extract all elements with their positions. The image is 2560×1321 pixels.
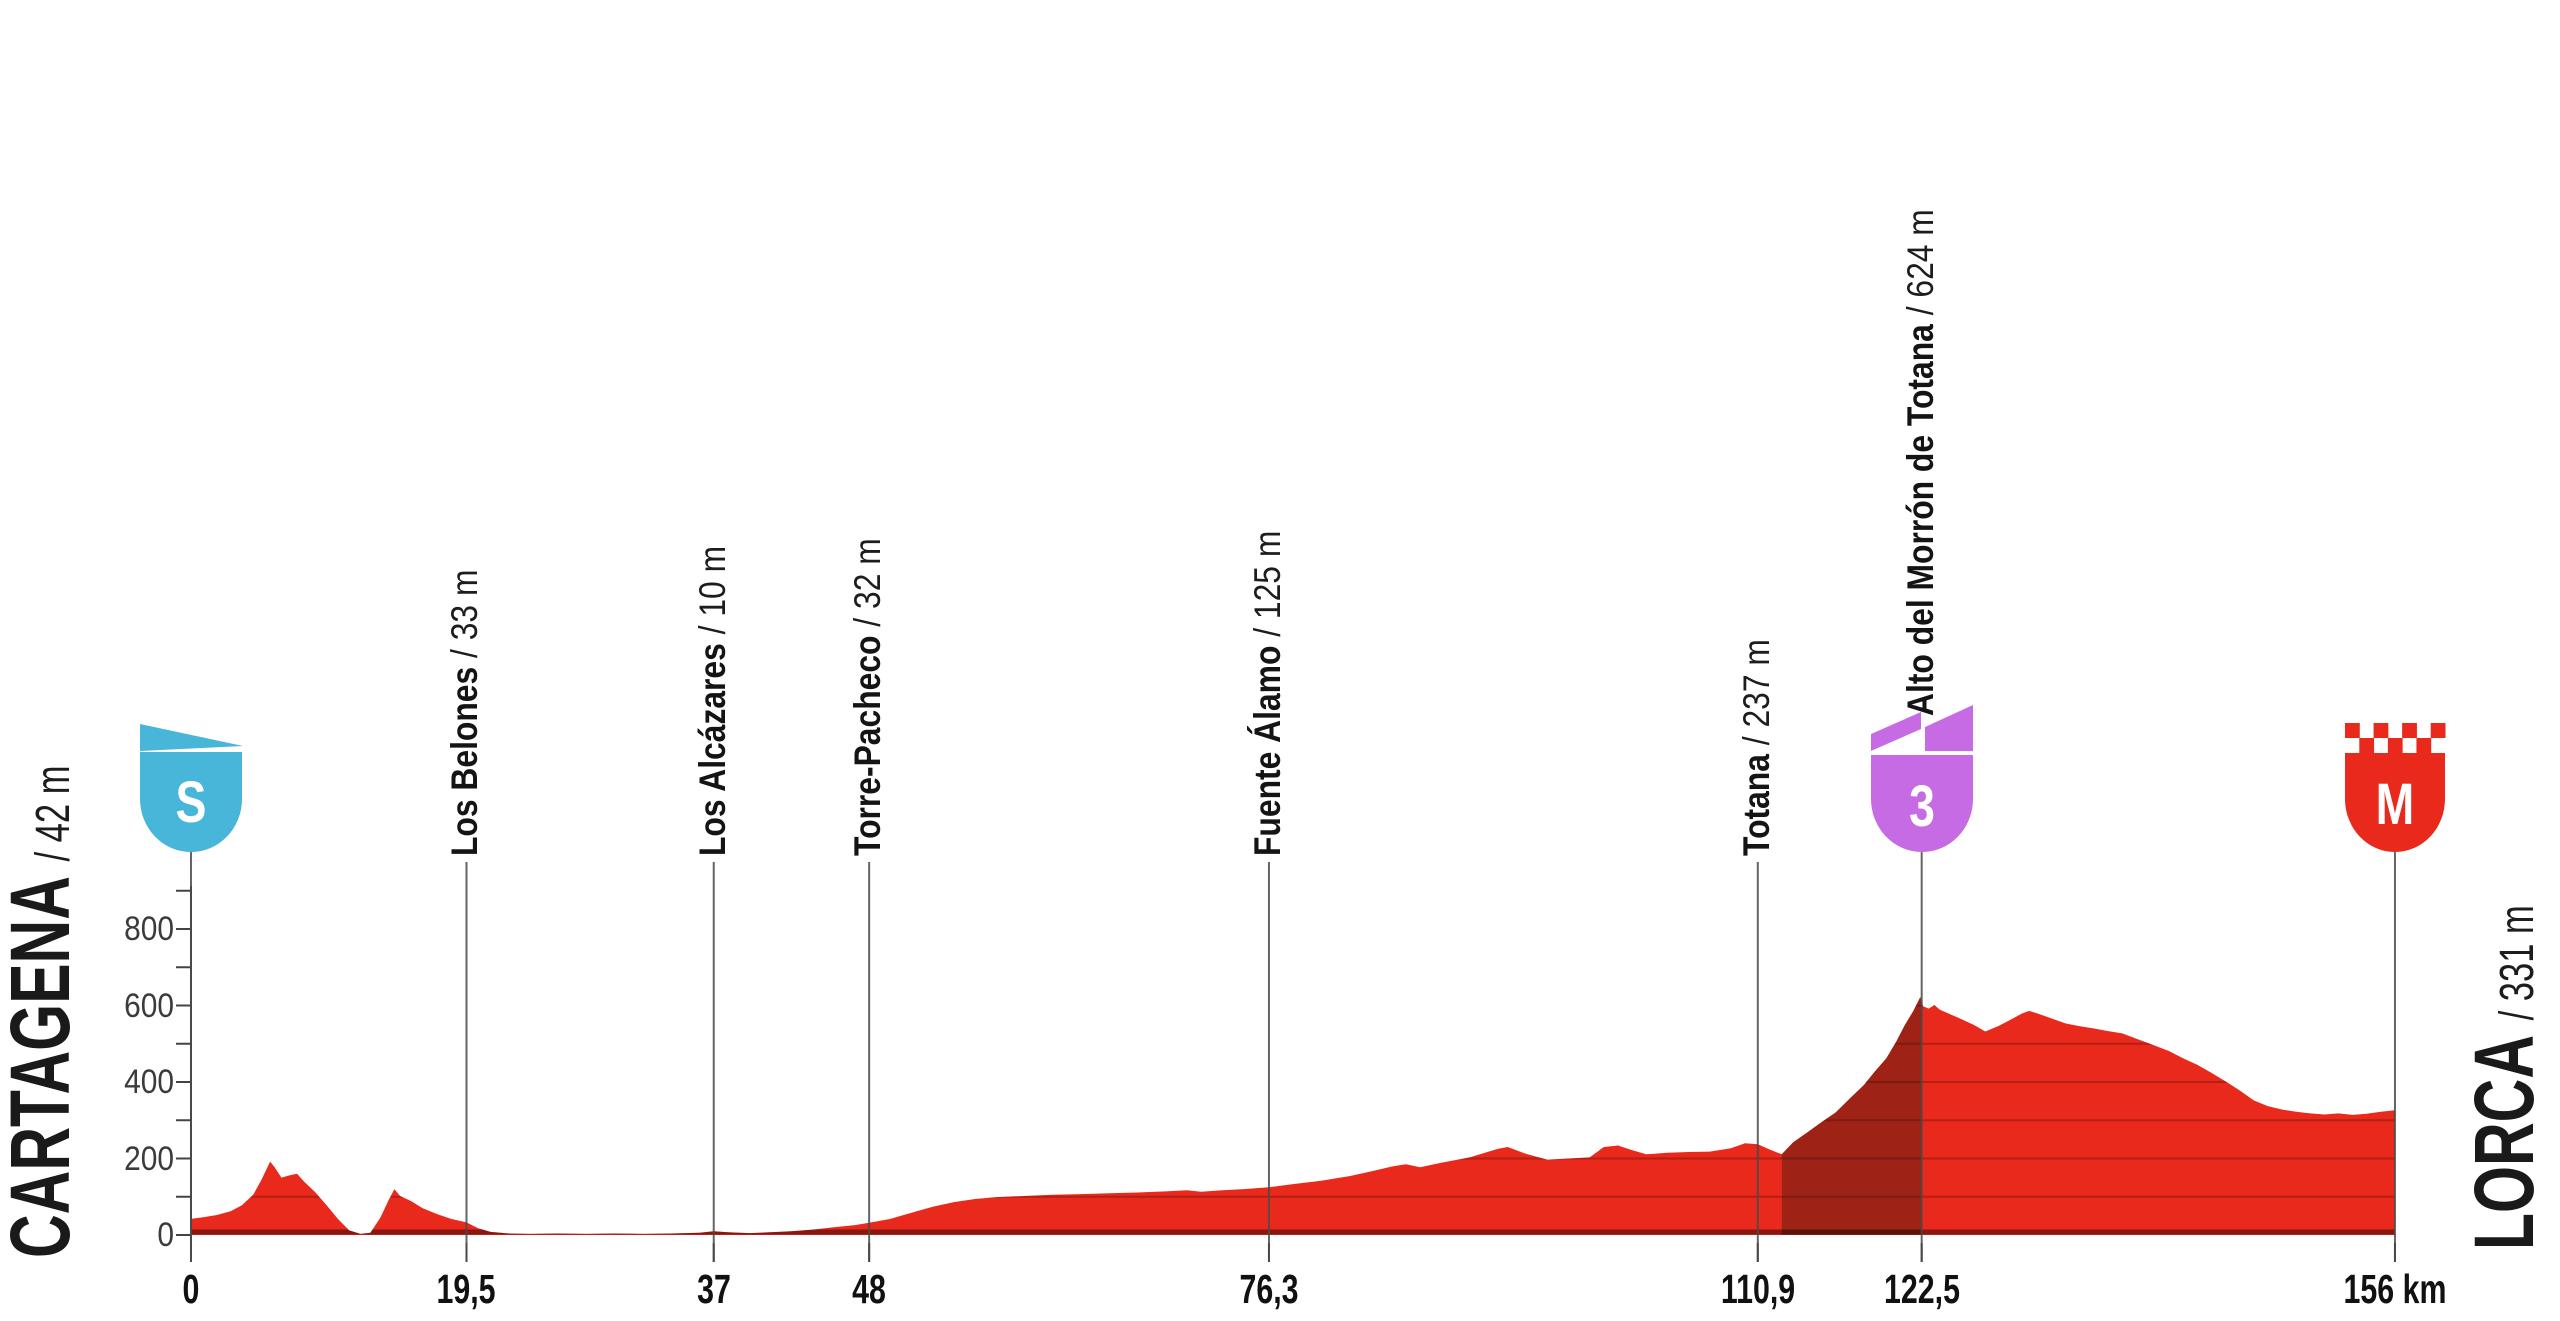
waypoint-altitude: / 10 m [691, 545, 733, 644]
waypoint-altitude: / 237 m [1735, 639, 1777, 755]
start-shield-icon [140, 752, 242, 852]
waypoint-label-5: Alto del Morrón de Totana / 624 m [1899, 209, 1943, 716]
waypoint-name: Alto del Morrón de Totana [1899, 324, 1941, 716]
cat3-badge [1871, 705, 1973, 852]
waypoint-marker-lines [190, 852, 2396, 1262]
waypoint-altitude: / 125 m [1246, 530, 1288, 646]
waypoint-label-4: Totana / 237 m [1735, 639, 1779, 856]
start-city-label: CARTAGENA / 42 m [0, 765, 87, 1258]
y-axis-label-3: 600 [124, 986, 174, 1025]
cat3-shield-icon [1871, 755, 1973, 852]
waypoint-label-1: Los Alcázares / 10 m [691, 546, 735, 856]
y-axis-label-1: 200 [124, 1139, 174, 1178]
elevation-area [191, 997, 2395, 1235]
mountain-icon [1871, 712, 1921, 751]
start-flag-icon [140, 724, 243, 751]
waypoint-name: Totana [1735, 754, 1777, 856]
start-badge [140, 724, 243, 852]
waypoint-altitude: / 33 m [444, 569, 486, 667]
x-axis-label-3: 48 [852, 1266, 887, 1312]
waypoint-label-0: Los Belones / 33 m [443, 570, 487, 856]
y-axis-label-2: 400 [124, 1063, 174, 1101]
waypoint-name: Los Belones [444, 666, 486, 856]
start-city-altitude: / 42 m [27, 765, 80, 862]
waypoint-label-2: Torre-Pacheco / 32 m [846, 538, 890, 856]
waypoint-name: Fuente Álamo [1246, 645, 1288, 856]
waypoint-altitude: / 624 m [1899, 209, 1941, 325]
waypoint-name: Torre-Pacheco [847, 635, 889, 856]
finish-city-altitude: / 331 m [2491, 905, 2544, 1021]
cat3-badge-number: 3 [1909, 774, 1935, 839]
waypoint-name: Los Alcázares [691, 643, 733, 856]
y-axis-label-4: 800 [124, 910, 174, 948]
x-axis-label-7: 156 km [2343, 1266, 2447, 1312]
finish-city-label: LORCA / 331 m [2457, 905, 2551, 1250]
finish-city-name: LORCA [2457, 1037, 2551, 1250]
finish-badge-letter: M [2375, 772, 2415, 837]
x-axis-label-4: 76,3 [1239, 1266, 1299, 1312]
waypoint-altitude: / 32 m [847, 538, 889, 636]
checkered-flag-icon [2345, 723, 2446, 753]
x-axis-label-5: 110,9 [1720, 1266, 1795, 1312]
start-badge-letter: S [175, 770, 207, 835]
waypoint-label-3: Fuente Álamo / 125 m [1246, 531, 1290, 856]
start-city-name: CARTAGENA [0, 878, 87, 1258]
finish-badge [2345, 723, 2446, 852]
x-axis-label-1: 19,5 [436, 1266, 497, 1312]
x-axis-label-6: 122,5 [1883, 1266, 1960, 1312]
mountain-icon [1925, 705, 1973, 751]
x-axis-label-2: 37 [696, 1266, 731, 1312]
x-axis-label-0: 0 [182, 1266, 200, 1312]
y-axis-label-0: 0 [157, 1216, 174, 1254]
finish-shield-icon [2345, 753, 2445, 852]
